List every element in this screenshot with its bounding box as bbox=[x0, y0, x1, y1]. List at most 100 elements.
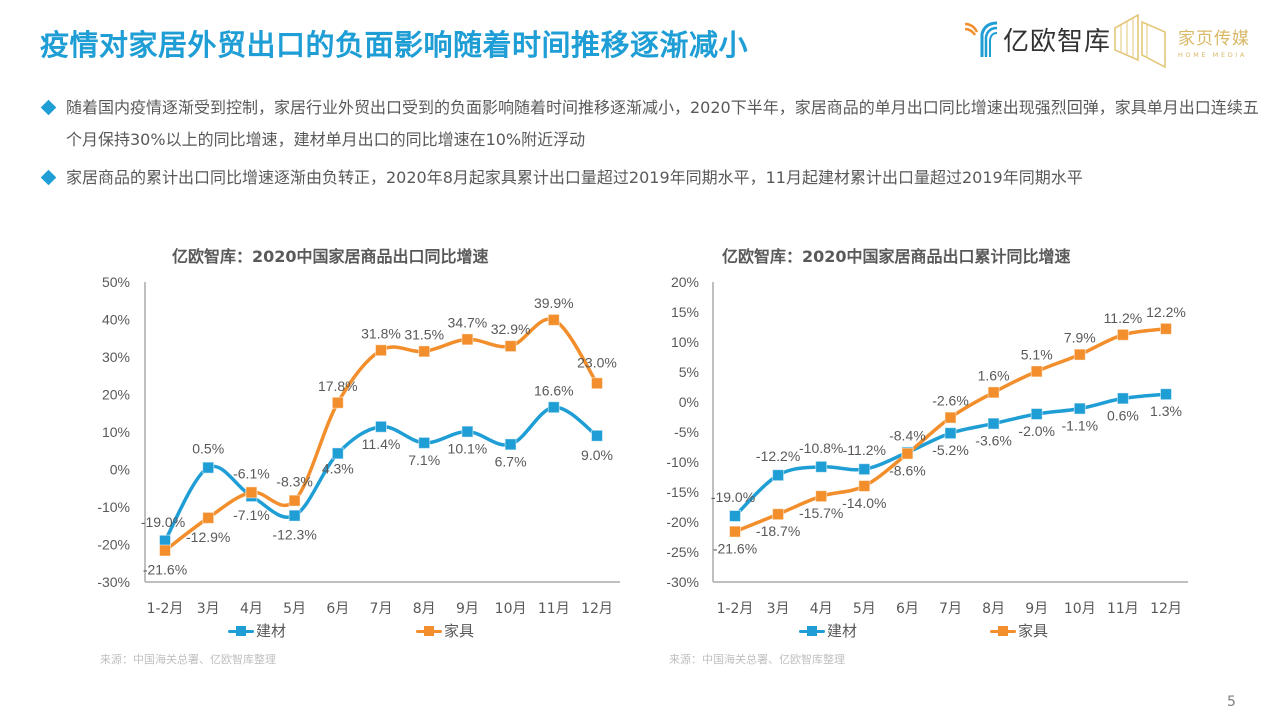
data-label: 10.1% bbox=[448, 441, 488, 457]
data-label: -12.2% bbox=[756, 448, 800, 464]
data-label: -5.2% bbox=[932, 442, 969, 458]
data-point-marker bbox=[288, 494, 301, 507]
data-label: -21.6% bbox=[143, 562, 187, 578]
x-tick-label: 9月 bbox=[456, 601, 479, 617]
data-point-marker bbox=[729, 525, 741, 538]
x-tick-label: 4月 bbox=[240, 601, 263, 617]
data-label: 31.5% bbox=[404, 326, 444, 342]
data-label: 11.4% bbox=[362, 436, 401, 452]
data-point-marker bbox=[944, 427, 957, 440]
data-label: 9.0% bbox=[581, 447, 613, 463]
x-tick-label: 7月 bbox=[939, 601, 962, 617]
x-tick-label: 11月 bbox=[1107, 601, 1139, 617]
legend-item-jiaju-left: 家具 bbox=[416, 620, 474, 641]
y-tick-label: 50% bbox=[102, 274, 130, 290]
data-point-marker bbox=[418, 436, 431, 449]
yiou-logo-text: 亿欧智库 bbox=[1003, 26, 1112, 57]
data-point-marker bbox=[1160, 388, 1172, 401]
data-point-marker bbox=[729, 510, 741, 522]
data-label: 39.9% bbox=[534, 295, 574, 311]
x-tick-label: 9月 bbox=[1025, 601, 1048, 617]
data-label: -21.6% bbox=[713, 541, 757, 557]
legend-label: 家具 bbox=[444, 622, 475, 640]
data-point-marker bbox=[858, 463, 871, 476]
data-point-marker bbox=[375, 420, 387, 433]
y-tick-label: 5% bbox=[679, 364, 699, 380]
data-point-marker bbox=[504, 438, 517, 451]
data-point-marker bbox=[944, 411, 957, 424]
data-point-marker bbox=[591, 429, 603, 442]
y-tick-label: -20% bbox=[97, 537, 130, 553]
data-point-marker bbox=[331, 396, 344, 409]
x-tick-label: 5月 bbox=[853, 601, 876, 617]
data-label: -8.6% bbox=[889, 463, 926, 479]
data-point-marker bbox=[591, 377, 603, 390]
data-label: -8.4% bbox=[889, 427, 926, 443]
y-tick-label: -5% bbox=[674, 424, 699, 440]
data-point-marker bbox=[1030, 365, 1043, 378]
data-point-marker bbox=[159, 544, 171, 557]
y-tick-label: -15% bbox=[666, 484, 699, 500]
data-label: -19.0% bbox=[711, 489, 755, 505]
home-media-logo-icon bbox=[1114, 13, 1166, 69]
x-tick-label: 3月 bbox=[197, 601, 220, 617]
data-point-marker bbox=[901, 447, 914, 460]
y-tick-label: 40% bbox=[102, 312, 130, 328]
chart-title-monthly: 亿欧智库：2020中国家居商品出口同比增速 bbox=[172, 247, 489, 266]
home-media-logo: 家页传媒 HOME MEDIA bbox=[1112, 10, 1250, 72]
data-label: 0.5% bbox=[192, 441, 224, 457]
x-tick-label: 11月 bbox=[538, 601, 570, 617]
legend-label: 建材 bbox=[256, 622, 287, 640]
data-label: -8.3% bbox=[276, 474, 313, 490]
data-label: -12.3% bbox=[272, 527, 316, 543]
bullet-list: 随着国内疫情逐渐受到控制，家居行业外贸出口受到的负面影响随着时间推移逐渐减小，2… bbox=[40, 92, 1260, 194]
y-tick-label: 20% bbox=[102, 387, 130, 403]
y-tick-label: -25% bbox=[666, 544, 699, 560]
data-label: 34.7% bbox=[448, 314, 488, 330]
legend-jiancai-icon bbox=[228, 625, 254, 637]
data-label: 0.6% bbox=[1107, 407, 1139, 423]
x-tick-label: 10月 bbox=[495, 601, 527, 617]
data-label: -12.9% bbox=[186, 529, 230, 545]
y-tick-label: 20% bbox=[671, 274, 699, 290]
legend-jiancai-icon bbox=[799, 625, 825, 637]
data-label: 1.6% bbox=[978, 367, 1010, 383]
legend-item-jiancai-right: 建材 bbox=[799, 620, 857, 641]
bullet-text: 家居商品的累计出口同比增速逐渐由负转正，2020年8月起家具累计出口量超过201… bbox=[66, 168, 1083, 187]
data-label: -2.6% bbox=[932, 393, 969, 409]
data-point-marker bbox=[331, 447, 344, 460]
data-point-marker bbox=[858, 480, 871, 492]
legend-label: 家具 bbox=[1018, 622, 1049, 640]
legend-jiaju-icon bbox=[990, 625, 1016, 637]
y-tick-label: 10% bbox=[671, 334, 699, 350]
data-point-marker bbox=[987, 386, 1000, 399]
x-tick-label: 12月 bbox=[581, 601, 613, 617]
source-note-left: 来源：中国海关总署、亿欧智库整理 bbox=[100, 653, 276, 666]
data-point-marker bbox=[1116, 392, 1129, 405]
bullet-item: 随着国内疫情逐渐受到控制，家居行业外贸出口受到的负面影响随着时间推移逐渐减小，2… bbox=[40, 92, 1260, 156]
y-tick-label: 15% bbox=[671, 304, 699, 320]
data-point-marker bbox=[1073, 348, 1086, 361]
legend-jiaju-icon bbox=[416, 625, 442, 637]
chart-title-cumulative: 亿欧智库：2020中国家居商品出口累计同比增速 bbox=[722, 247, 1071, 266]
data-point-marker bbox=[772, 508, 785, 521]
y-tick-label: 0% bbox=[110, 462, 130, 478]
y-tick-label: -30% bbox=[666, 574, 699, 590]
x-tick-label: 6月 bbox=[326, 601, 349, 617]
data-label: 5.1% bbox=[1021, 346, 1053, 362]
x-tick-label: 3月 bbox=[767, 601, 790, 617]
data-label: -10.8% bbox=[799, 440, 843, 456]
source-note-right: 来源：中国海关总署、亿欧智库整理 bbox=[669, 653, 845, 666]
data-label: -7.1% bbox=[233, 507, 270, 523]
legend-item-jiaju-right: 家具 bbox=[990, 620, 1048, 641]
yiou-logo: 亿欧智库 bbox=[963, 18, 1111, 60]
data-label: -2.0% bbox=[1018, 423, 1055, 439]
x-tick-label: 10月 bbox=[1064, 601, 1096, 617]
data-label: -3.6% bbox=[975, 433, 1012, 449]
y-tick-label: -10% bbox=[666, 454, 699, 470]
x-tick-label: 7月 bbox=[370, 601, 393, 617]
data-label: 7.1% bbox=[408, 452, 440, 468]
x-tick-label: 5月 bbox=[283, 601, 306, 617]
data-point-marker bbox=[461, 425, 474, 438]
